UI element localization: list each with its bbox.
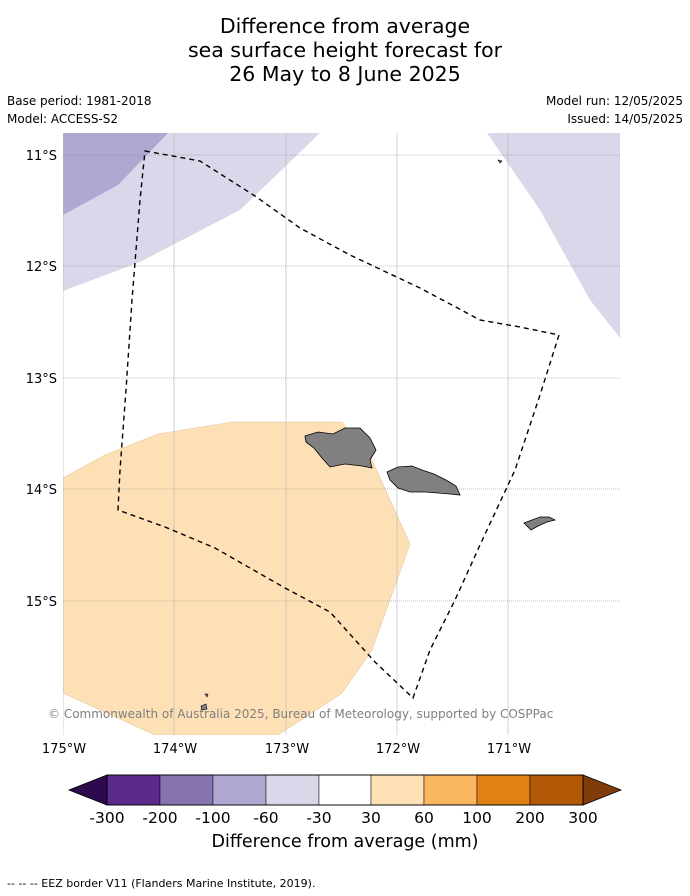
anomaly-region-pos-30-60 bbox=[63, 422, 410, 735]
cb-tick-60: 60 bbox=[414, 809, 434, 827]
colorbar-tick-labels: -300 -200 -100 -60 -30 30 60 100 200 300 bbox=[89, 809, 597, 827]
copyright-text: © Commonwealth of Australia 2025, Bureau… bbox=[48, 707, 553, 721]
lon-label-171: 171°W bbox=[487, 742, 531, 757]
small-islet-north bbox=[498, 160, 502, 163]
lat-label-15: 15°S bbox=[26, 595, 57, 610]
lat-label-12: 12°S bbox=[26, 260, 57, 275]
cb-tick-300: 300 bbox=[568, 809, 598, 827]
cb-tick-100: 100 bbox=[462, 809, 492, 827]
cb-tick-neg300: -300 bbox=[89, 809, 124, 827]
lon-label-175: 175°W bbox=[42, 742, 86, 757]
colorbar-bin-9 bbox=[530, 775, 583, 805]
latitude-labels: 11°S 12°S 13°S 14°S 15°S bbox=[26, 149, 57, 610]
colorbar-bin-2 bbox=[160, 775, 213, 805]
lon-label-174: 174°W bbox=[153, 742, 197, 757]
colorbar-bin-5 bbox=[319, 775, 371, 805]
cb-tick-neg100: -100 bbox=[195, 809, 230, 827]
colorbar-bin-7 bbox=[424, 775, 477, 805]
cb-tick-30: 30 bbox=[361, 809, 381, 827]
cb-tick-200: 200 bbox=[515, 809, 545, 827]
lon-label-172: 172°W bbox=[376, 742, 420, 757]
cb-tick-neg60: -60 bbox=[253, 809, 278, 827]
lat-label-11: 11°S bbox=[26, 149, 57, 164]
upolu-island bbox=[387, 466, 460, 495]
colorbar-extend-high bbox=[583, 775, 621, 805]
eez-footer-note: -- -- -- EEZ border V11 (Flanders Marine… bbox=[7, 877, 315, 890]
lat-label-14: 14°S bbox=[26, 483, 57, 498]
cb-tick-neg200: -200 bbox=[142, 809, 177, 827]
cb-tick-neg30: -30 bbox=[306, 809, 331, 827]
colorbar-label: Difference from average (mm) bbox=[0, 832, 690, 852]
lat-label-13: 13°S bbox=[26, 372, 57, 387]
colorbar-bin-3 bbox=[213, 775, 266, 805]
lon-label-173: 173°W bbox=[265, 742, 309, 757]
anomaly-region-neg-30-60-east bbox=[487, 133, 620, 338]
tutuila-island bbox=[524, 517, 555, 530]
longitude-labels: 175°W 174°W 173°W 172°W 171°W bbox=[42, 742, 531, 757]
colorbar-extend-low bbox=[69, 775, 107, 805]
map-plot-area bbox=[63, 133, 620, 735]
colorbar-bin-8 bbox=[477, 775, 530, 805]
colorbar bbox=[69, 775, 621, 805]
colorbar-bin-4 bbox=[266, 775, 319, 805]
colorbar-bin-6 bbox=[371, 775, 424, 805]
colorbar-bin-1 bbox=[107, 775, 160, 805]
